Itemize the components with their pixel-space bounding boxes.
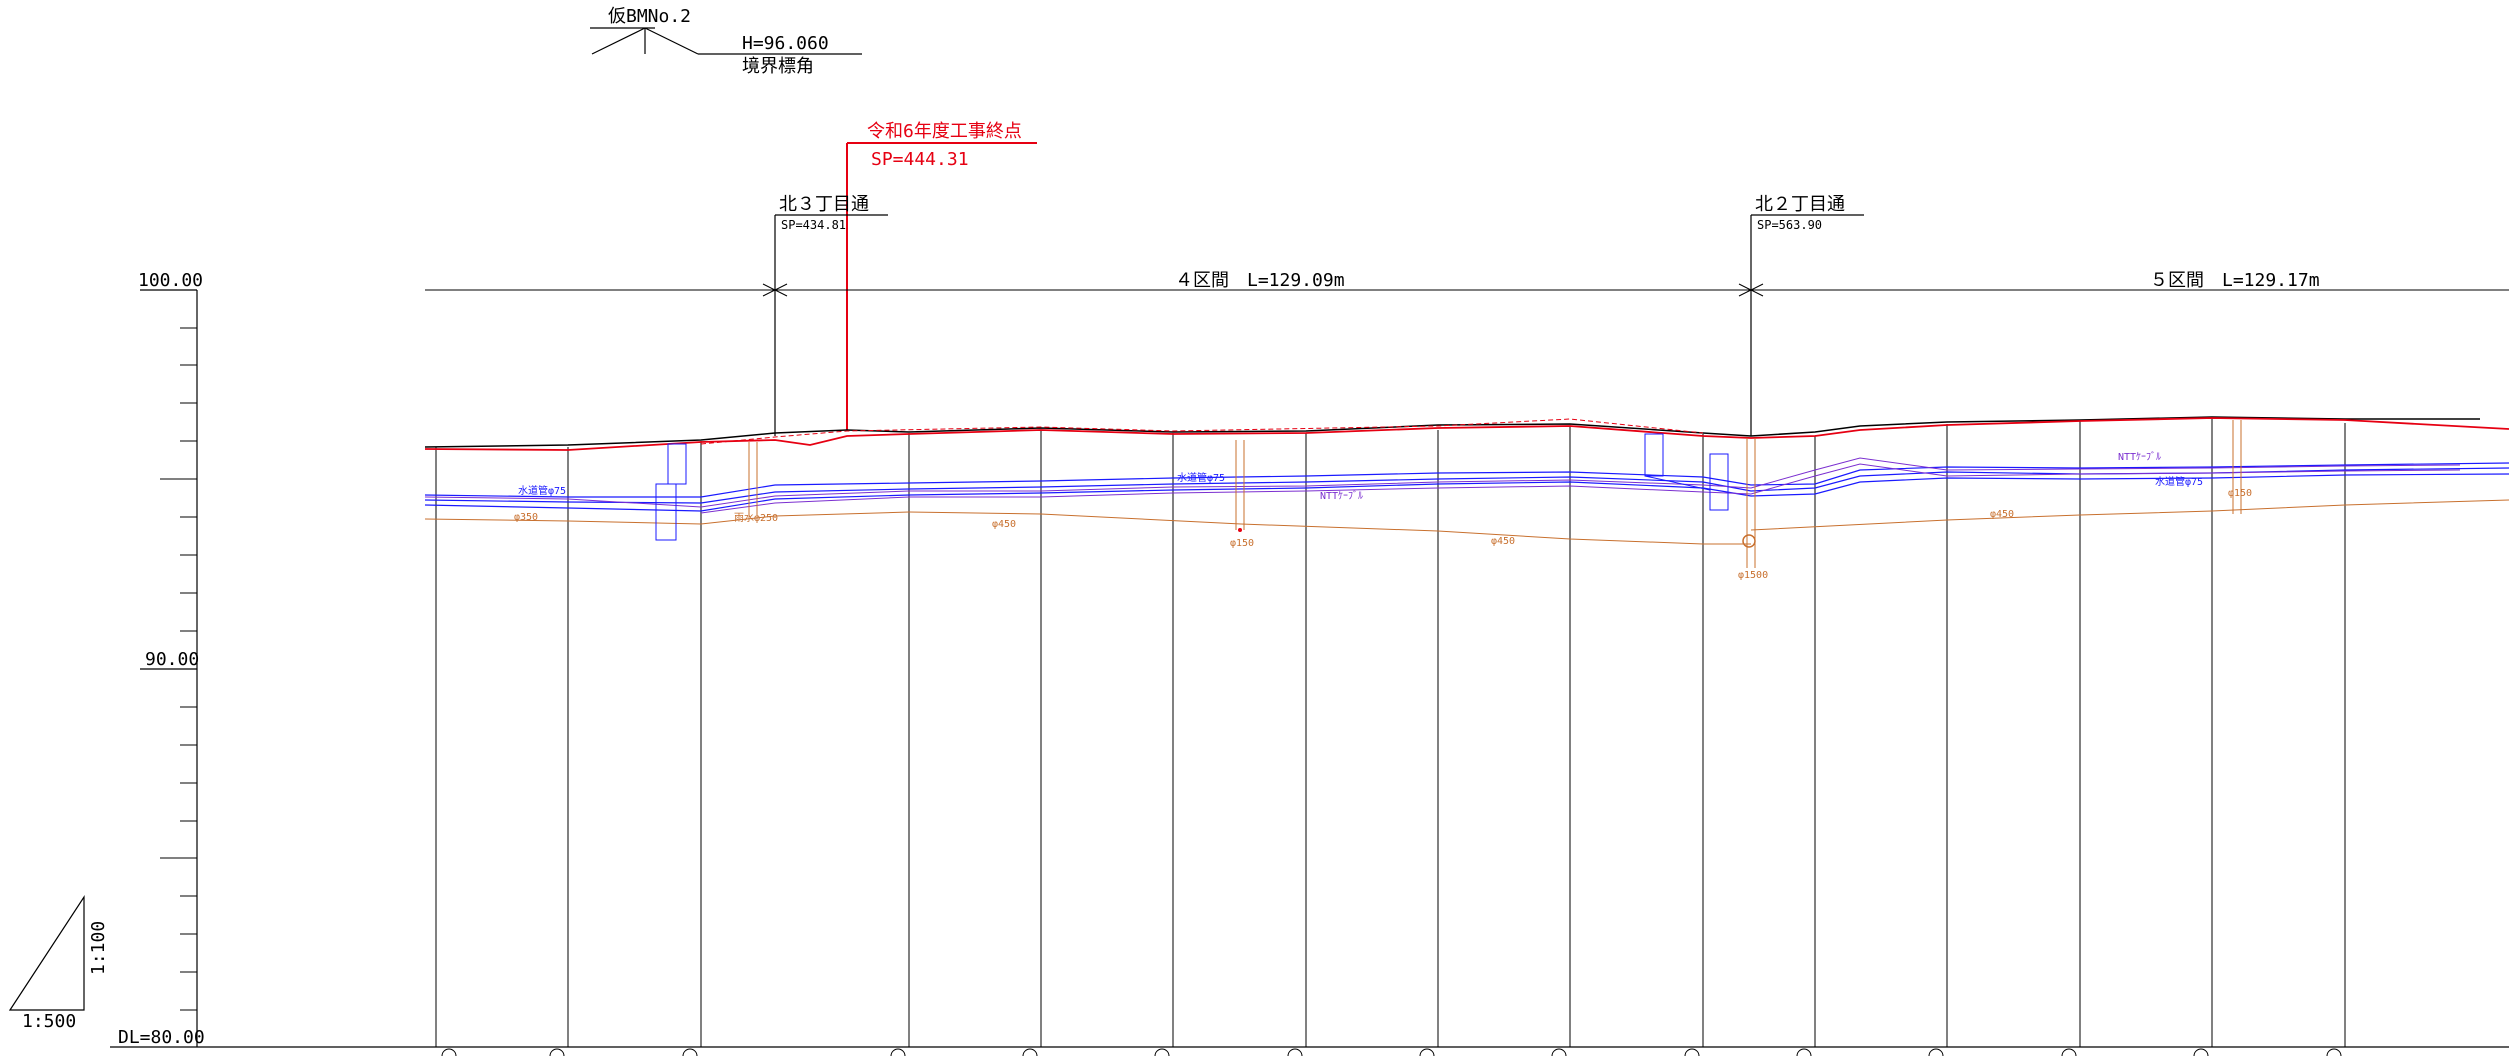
- station-marker-1: [774, 214, 888, 436]
- benchmark-height: H=96.060: [742, 33, 829, 54]
- label-ntt-mid: NTTｹｰﾌﾞﾙ: [1320, 490, 1363, 502]
- station-grid-lines: [435, 419, 2346, 1047]
- station-sp-2: SP=563.90: [1757, 218, 1822, 232]
- benchmark-title: 仮BMNo.2: [608, 6, 691, 27]
- elevation-datum: DL=80.00: [118, 1027, 205, 1048]
- construction-end-marker: [846, 142, 1037, 430]
- ntt-cable: [424, 457, 2461, 514]
- label-sewer-150-a: φ150: [1230, 538, 1254, 549]
- elevation-label-90: 90.00: [145, 649, 199, 670]
- station-marker-2: [1750, 214, 1864, 436]
- scale-vertical: 1:100: [88, 921, 109, 975]
- scale-triangle: [8, 894, 85, 1011]
- station-name-1: 北３丁目通: [779, 194, 869, 215]
- label-water-mid: 水道管φ75: [1177, 471, 1225, 484]
- station-name-2: 北２丁目通: [1755, 194, 1845, 215]
- scale-horizontal: 1:500: [22, 1011, 76, 1032]
- section-label-4: ４区間 L=129.09m: [1175, 270, 1345, 291]
- elevation-label-100: 100.00: [138, 270, 203, 291]
- label-sewer-1500: φ1500: [1738, 570, 1768, 581]
- label-ntt-right: NTTｹｰﾌﾞﾙ: [2118, 451, 2161, 463]
- label-sewer-350: φ350: [514, 512, 538, 523]
- sewer-point: [1238, 528, 1242, 532]
- label-water-right: 水道管φ75: [2155, 475, 2203, 488]
- construction-end-label: 令和6年度工事終点: [867, 121, 1022, 142]
- benchmark-symbol: [590, 27, 862, 55]
- ground-line-existing: [424, 416, 2480, 448]
- station-circle-markers: [441, 1048, 2342, 1056]
- label-sewer-450-a: φ450: [992, 519, 1016, 530]
- manhole-circle: [1742, 534, 1756, 548]
- benchmark-description: 境界標角: [742, 56, 814, 77]
- label-water-left: 水道管φ75: [518, 484, 566, 497]
- station-sp-1: SP=434.81: [781, 218, 846, 232]
- ground-line-plan: [424, 417, 2509, 451]
- label-sewer-250: 雨水φ250: [734, 512, 778, 524]
- label-sewer-450-b: φ450: [1491, 536, 1515, 547]
- elevation-scale: [110, 289, 2509, 1048]
- section-label-5: ５区間 L=129.17m: [2150, 270, 2320, 291]
- sewer-pipe: [424, 420, 2509, 568]
- section-dimension-line: [425, 283, 2509, 297]
- label-sewer-150-b: φ150: [2228, 488, 2252, 499]
- structure-box: [655, 433, 1729, 541]
- label-sewer-450-c: φ450: [1990, 509, 2014, 520]
- construction-end-sp: SP=444.31: [871, 149, 969, 170]
